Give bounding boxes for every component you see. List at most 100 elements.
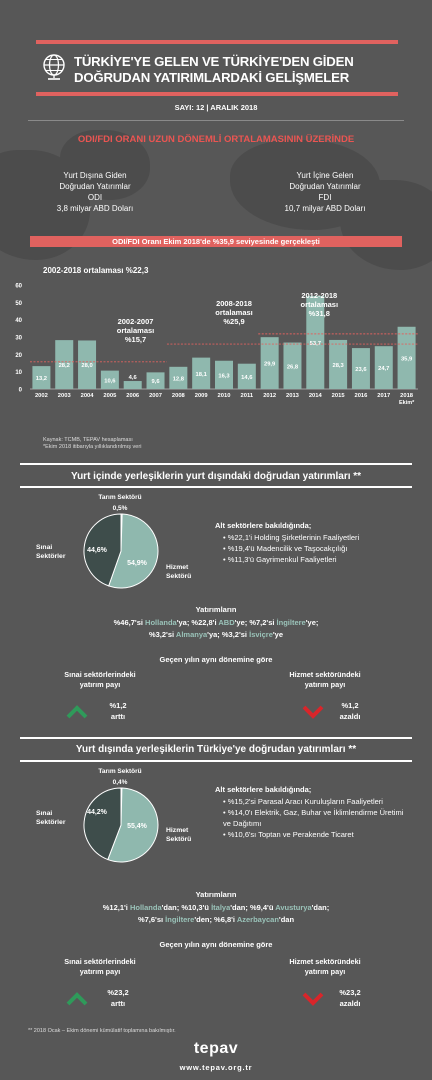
yoy-value: %23,2 [107, 988, 129, 997]
yoy-label-line: Sınai sektörlerindeki [64, 957, 136, 966]
subsector-item: • %19,4'ü Madencilik ve Taşocakçılığı [223, 544, 348, 553]
fdi-line: Yurt İçine Gelen [296, 171, 354, 180]
country-name: Avusturya [275, 903, 312, 912]
yoy-right-label: Hizmet sektöründeki yatırım payı [265, 670, 385, 690]
investment-share-text: 'ye; %7,2'si [234, 618, 277, 627]
investments-line: %12,1'i Hollanda'dan; %10,3'ü İtalya'dan… [0, 903, 432, 912]
fdi-box: Yurt İçine Gelen Doğrudan Yatırımlar FDI… [260, 170, 390, 214]
footer-url[interactable]: www.tepav.org.tr [179, 1063, 253, 1072]
pie-slice [108, 513, 159, 589]
odi-line: ODI [87, 193, 103, 202]
period-average-label: %31,8 [309, 309, 330, 318]
investment-share-text: %7,6'sı [137, 915, 166, 924]
yoy-value: %1,2 [341, 701, 359, 710]
bar-value-label: 35,9 [401, 356, 413, 362]
x-tick-label: 2009 [195, 393, 209, 399]
x-tick-label: 2004 [81, 393, 95, 399]
country-name: İtalya [211, 903, 231, 912]
pie-value-service: 55,4% [127, 823, 147, 830]
y-tick-label: 20 [15, 353, 22, 359]
source-note: *Ekim 2018 itibarıyla yıllıklandırılmış … [43, 444, 142, 450]
investments-title: Yatırımların [195, 605, 237, 614]
investment-share-text: %3,2'si [148, 630, 176, 639]
pie-slice [83, 513, 122, 587]
odi-value: 3,8 milyar ABD Doları [56, 204, 134, 213]
page-title-line-2: DOĞRUDAN YATIRIMLARDAKİ GELİŞMELER [74, 70, 350, 85]
investment-share-text: 'dan; [311, 903, 330, 912]
investments-line: %7,6'sı İngiltere'den; %6,8'i Azerbaycan… [0, 915, 432, 924]
arrow-up-icon [66, 992, 88, 1006]
x-tick-label: 2018 [400, 393, 414, 399]
x-tick-label: 2002 [35, 393, 48, 399]
yoy-change: arttı [110, 999, 126, 1008]
period-average-label: ortalaması [301, 300, 339, 309]
subsector-item: • %11,3'ü Gayrimenkul Faaliyetleri [223, 555, 337, 564]
bar [32, 366, 51, 389]
tepav-logo: tepav [193, 1040, 239, 1057]
subsector-item: • %22,1'i Holding Şirketlerinin Faaliyet… [223, 533, 360, 542]
yoy-right-value: %23,2 azaldı [328, 987, 372, 1009]
subsector-item: • %15,2'si Parasal Aracı Kuruluşların Fa… [223, 797, 383, 806]
world-map-shape [60, 130, 150, 200]
bar [306, 295, 325, 389]
pie-value-agri: 0,4% [112, 779, 128, 786]
yoy-left-value: %1,2 arttı [98, 700, 138, 722]
ratio-bar [30, 236, 402, 247]
yoy-right-value: %1,2 azaldı [330, 700, 370, 722]
investment-share-text: 'dan; %10,3'ü [161, 903, 212, 912]
x-tick-label: 2003 [58, 393, 72, 399]
bar-value-label: 10,6 [104, 378, 116, 384]
pie-value-industry: 44,6% [87, 547, 107, 554]
bar [283, 342, 302, 389]
period-average-label: ortalaması [117, 326, 155, 335]
pie-value-service: 54,9% [127, 560, 147, 567]
header-top-bar [36, 40, 398, 44]
pie-label-service: Hizmet Sektörü [166, 826, 191, 844]
subsector-item: • %10,6'sı Toptan ve Perakende Ticaret [223, 830, 354, 839]
investments-line: %46,7'si Hollanda'ya; %22,8'i ABD'ye; %7… [0, 618, 432, 627]
x-tick-sublabel: Ekim* [399, 400, 415, 406]
pie-label-service: Hizmet Sektörü [166, 563, 191, 581]
investment-share-text: %12,1'i [102, 903, 130, 912]
pie-label-line: Sınai [36, 544, 53, 551]
fdi-line: FDI [318, 193, 332, 202]
odi-line: Yurt Dışına Giden [63, 171, 127, 180]
fdi-value: 10,7 milyar ABD Doları [284, 204, 366, 213]
yoy-right-label: Hizmet sektöründeki yatırım payı [265, 957, 385, 977]
x-tick-label: 2014 [309, 393, 323, 399]
investments-title: Yatırımların [195, 890, 237, 899]
bar [146, 372, 165, 389]
country-name: Azerbaycan [236, 915, 279, 924]
investment-share-text: %46,7'si [113, 618, 146, 627]
period-average-label: %25,9 [223, 317, 244, 326]
x-tick-label: 2011 [241, 393, 254, 399]
yoy-label-line: yatırım payı [79, 680, 121, 689]
bar [100, 370, 119, 389]
pie-slice [107, 787, 159, 863]
investment-share-text: 'dan [278, 915, 295, 924]
x-tick-label: 2016 [354, 393, 368, 399]
bar-value-label: 16,3 [218, 373, 230, 379]
country-name: Almanya [175, 630, 208, 639]
x-tick-label: 2006 [126, 393, 140, 399]
y-tick-label: 40 [15, 318, 22, 324]
x-tick-label: 2013 [286, 393, 300, 399]
pie-label-agri: Tarım Sektörü [98, 768, 142, 775]
subsector-text: %11,3'ü Gayrimenkul Faaliyetleri [227, 555, 337, 564]
x-tick-label: 2007 [149, 393, 162, 399]
investment-share-text: 'ye; [305, 618, 319, 627]
country-name: İngiltere [276, 618, 306, 627]
odi-section-title: Yurt içinde yerleşiklerin yurt dışındaki… [70, 471, 362, 482]
bar-value-label: 4,6 [129, 375, 138, 381]
x-tick-label: 2012 [263, 393, 276, 399]
fdi-section-title: Yurt dışında yerleşiklerin Türkiye'ye do… [75, 744, 357, 755]
yoy-left-label: Sınai sektörlerindeki yatırım payı [40, 670, 160, 690]
bar-value-label: 28,2 [59, 363, 70, 369]
period-average-label: 2002-2007 [118, 317, 154, 326]
yoy-title: Geçen yılın aynı dönemine göre [159, 655, 273, 664]
subsector-text: %10,6'sı Toptan ve Perakende Ticaret [227, 830, 354, 839]
divider [28, 120, 404, 121]
pie-label-line: Hizmet [166, 564, 189, 571]
country-name: Hollanda [145, 618, 177, 627]
